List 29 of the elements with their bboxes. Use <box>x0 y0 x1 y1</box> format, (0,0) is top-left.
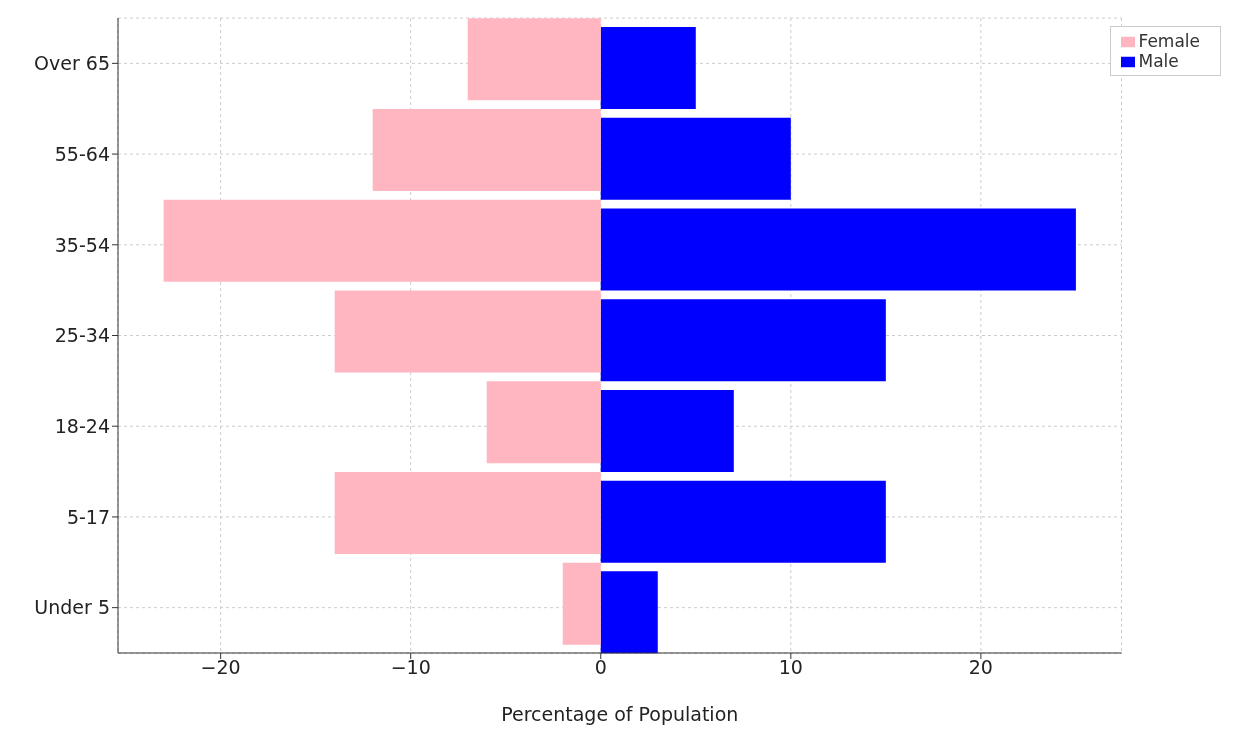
bar <box>163 199 601 282</box>
x-tick-label: −10 <box>390 656 431 679</box>
bar <box>600 480 886 563</box>
y-tick-label: 5-17 <box>66 505 110 528</box>
x-tick-label: 20 <box>968 656 993 679</box>
y-tick-label: 35-54 <box>54 233 110 256</box>
bar <box>334 471 601 554</box>
legend-label: Male <box>1138 51 1179 71</box>
bar <box>486 381 601 464</box>
bar <box>467 18 601 101</box>
x-tick-label: 0 <box>594 656 607 679</box>
x-tick-label: 10 <box>778 656 803 679</box>
bar <box>562 562 601 645</box>
bar <box>600 27 696 110</box>
bar <box>372 109 601 192</box>
bar <box>600 117 791 200</box>
legend-label: Female <box>1138 31 1200 51</box>
y-tick-label: 25-34 <box>54 324 110 347</box>
bar <box>600 299 886 382</box>
x-tick-label: −20 <box>200 656 241 679</box>
bar <box>334 290 601 373</box>
x-axis-title: Percentage of Population <box>501 703 739 725</box>
y-tick-label: 18-24 <box>54 414 110 437</box>
bar <box>600 389 734 472</box>
bar <box>600 571 658 654</box>
y-tick-label: Under 5 <box>34 596 110 619</box>
y-tick-label: Over 65 <box>34 52 110 75</box>
y-tick-label: 55-64 <box>54 142 110 165</box>
bar <box>600 208 1076 291</box>
